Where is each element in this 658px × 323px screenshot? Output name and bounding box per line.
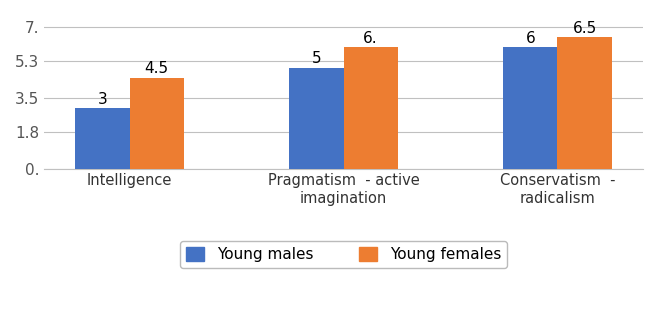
Bar [76,108,130,169]
Bar [557,37,612,169]
Text: 6.5: 6.5 [572,21,597,36]
Text: 5: 5 [312,51,321,66]
Text: 3: 3 [97,91,107,107]
Bar [290,68,343,169]
Bar [130,78,184,169]
Text: 6.: 6. [363,31,378,46]
Legend: Young males, Young females: Young males, Young females [180,241,507,268]
Bar [343,47,397,169]
Bar [503,47,557,169]
Text: 4.5: 4.5 [145,61,169,76]
Text: 6: 6 [526,31,535,46]
